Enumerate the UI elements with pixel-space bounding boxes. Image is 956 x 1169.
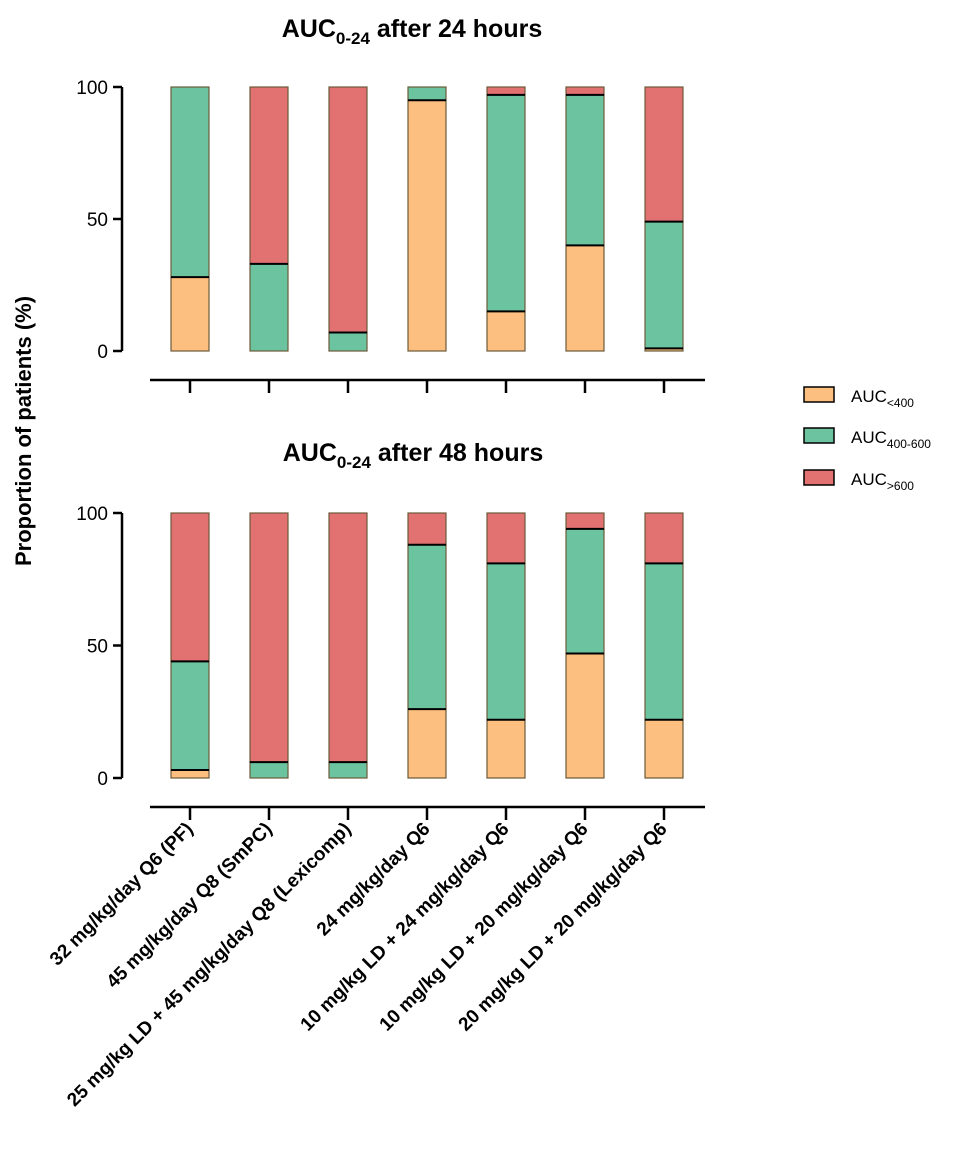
x-tick-label: 45 mg/kg/day Q8 (SmPC) <box>103 819 277 993</box>
y-tick-label: 100 <box>76 78 108 99</box>
bar-stack <box>486 512 526 779</box>
bar-segment <box>407 86 447 101</box>
bar-stack <box>328 86 368 352</box>
bar-segment <box>328 761 368 779</box>
bar-segment <box>486 94 526 312</box>
bar-stack <box>407 512 447 779</box>
legend-label: AUC>600 <box>851 470 914 493</box>
bar-segment <box>644 562 684 721</box>
bar-segment <box>565 244 605 352</box>
bar-segment <box>486 86 526 96</box>
bar-segment <box>170 512 210 662</box>
bar-segment <box>170 769 210 779</box>
bar-stack <box>407 86 447 352</box>
bar-stack <box>328 512 368 779</box>
bar-segment <box>249 86 289 265</box>
bar-segment <box>565 652 605 779</box>
bar-segment <box>486 562 526 721</box>
legend-swatch <box>803 386 835 403</box>
bar-segment <box>644 221 684 349</box>
bar-segment <box>249 263 289 352</box>
y-tick-label: 50 <box>87 637 108 658</box>
bar-stack <box>486 86 526 352</box>
y-tick-label: 100 <box>76 504 108 525</box>
bar-stack <box>249 512 289 779</box>
bar-stack <box>644 512 684 779</box>
y-tick-label: 0 <box>97 769 108 790</box>
bar-segment <box>644 86 684 223</box>
bar-segment <box>170 86 210 278</box>
bar-segment <box>486 310 526 352</box>
bar-segment <box>565 94 605 246</box>
bar-segment <box>249 761 289 779</box>
bar-stack <box>565 512 605 779</box>
legend-label: AUC<400 <box>851 387 914 410</box>
bar-segment <box>407 512 447 546</box>
legend-label: AUC400-600 <box>851 428 931 451</box>
bar-stack <box>170 86 210 352</box>
bar-segment <box>170 660 210 771</box>
bar-segment <box>407 544 447 710</box>
legend-swatch <box>803 469 835 486</box>
panel-title: AUC0-24 after 24 hours <box>282 15 542 48</box>
bar-segment <box>486 719 526 779</box>
bar-segment <box>565 528 605 655</box>
bar-segment <box>328 86 368 334</box>
y-axis-title: Proportion of patients (%) <box>11 296 36 566</box>
y-tick-label: 50 <box>87 210 108 231</box>
bar-segment <box>249 512 289 763</box>
bar-segment <box>328 331 368 352</box>
bar-segment <box>644 512 684 564</box>
bar-segment <box>407 708 447 779</box>
legend-swatch <box>803 427 835 444</box>
bar-stack <box>170 512 210 779</box>
bar-segment <box>170 276 210 352</box>
panel-1: AUC0-24 after 24 hours 0 50 100 <box>76 15 705 393</box>
bar-stack <box>565 86 605 352</box>
bar-segment <box>644 719 684 779</box>
bar-segment <box>565 512 605 530</box>
bar-segment <box>407 99 447 352</box>
y-tick-label: 0 <box>97 342 108 363</box>
bar-segment <box>565 86 605 96</box>
legend: AUC<400 AUC400-600 AUC>600 <box>803 386 931 493</box>
x-tick-label: 32 mg/kg/day Q6 (PF) <box>46 819 197 970</box>
x-tick-label: 25 mg/kg LD + 45 mg/kg/day Q8 (Lexicomp) <box>63 819 355 1111</box>
bar-stack <box>644 86 684 352</box>
panel-2: AUC0-24 after 48 hours 0 50 100 <box>76 439 705 820</box>
panel-title: AUC0-24 after 48 hours <box>283 439 543 472</box>
bar-segment <box>486 512 526 564</box>
bar-segment <box>328 512 368 763</box>
bar-stack <box>249 86 289 352</box>
